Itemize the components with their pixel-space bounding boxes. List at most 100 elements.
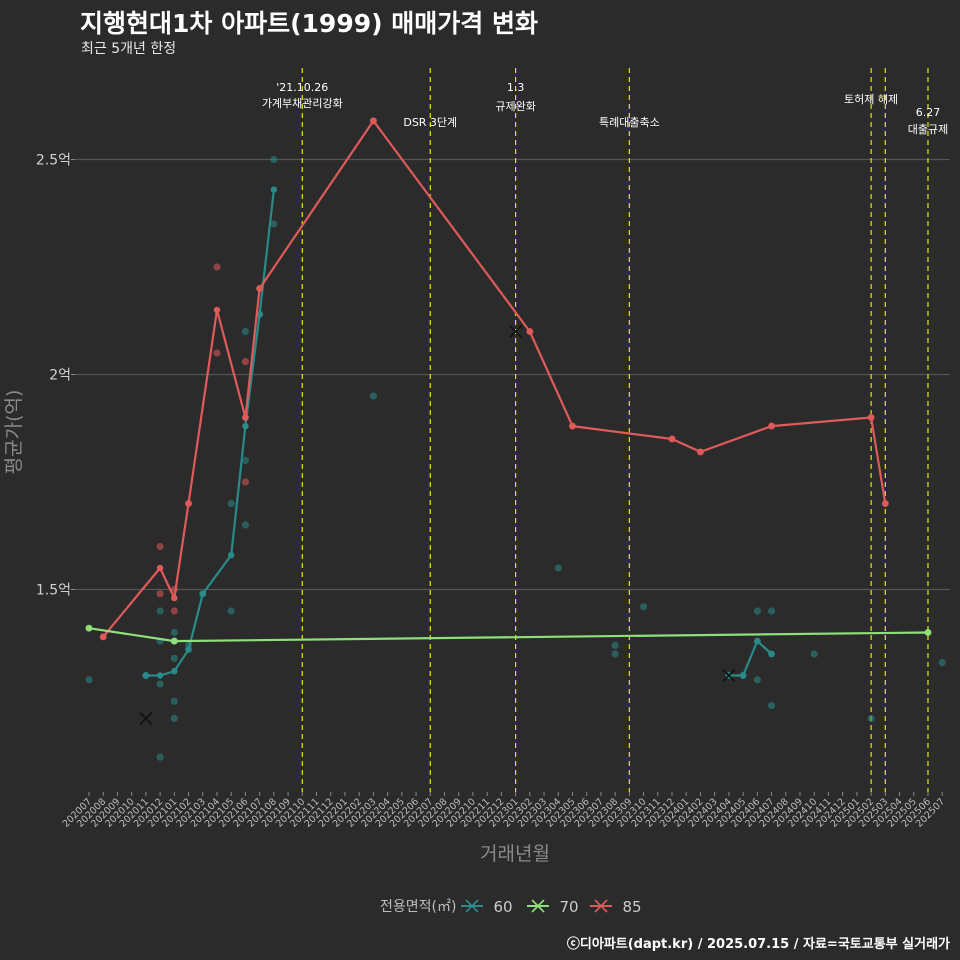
series-layer <box>85 117 946 761</box>
data-point-60 <box>241 456 250 465</box>
y-tick-label: 2억 <box>49 368 71 384</box>
cancelled-mark-60 <box>722 668 736 683</box>
data-point-60 <box>227 499 235 508</box>
data-point-60 <box>227 607 235 615</box>
legend-icon-60 <box>465 899 479 913</box>
data-point-60 <box>270 220 278 228</box>
legend-title: 전용면적(㎡) <box>380 899 456 915</box>
data-point-60 <box>867 714 875 723</box>
data-point-85 <box>241 358 250 366</box>
line-marker-85 <box>256 285 263 292</box>
data-point-60 <box>369 392 377 400</box>
line-marker-85 <box>171 594 178 602</box>
line-marker-85 <box>569 422 576 430</box>
line-marker-85 <box>882 500 889 507</box>
event-label: 대출규제 <box>908 123 948 136</box>
event-label: 6.27 <box>916 106 941 119</box>
event-label: '21.10.26 <box>276 81 328 94</box>
data-point-60 <box>938 659 946 667</box>
line-marker-85 <box>526 328 534 335</box>
data-point-60 <box>611 641 619 650</box>
y-axis-title: 평균가(억) <box>3 390 25 475</box>
legend-label-70: 70 <box>559 898 578 916</box>
line-marker-60 <box>171 668 178 675</box>
data-point-60 <box>767 607 776 615</box>
y-tick-label: 1.5억 <box>36 583 71 599</box>
series-line-70 <box>88 627 929 643</box>
cancelled-mark-85 <box>509 324 523 339</box>
line-marker-60 <box>768 650 775 658</box>
data-point-85 <box>213 349 221 357</box>
line-marker-60 <box>242 422 249 430</box>
data-point-60 <box>170 714 178 723</box>
data-point-60 <box>156 753 164 761</box>
data-point-60 <box>241 521 250 529</box>
series-line-60 <box>728 640 773 677</box>
line-marker-60 <box>185 646 192 653</box>
data-point-60 <box>767 702 776 710</box>
chart-subtitle: 최근 5개년 한정 <box>81 41 177 57</box>
line-marker-60 <box>156 672 164 679</box>
data-point-60 <box>611 650 619 658</box>
line-marker-60 <box>739 672 747 679</box>
event-label: 토허제 해제 <box>844 92 898 106</box>
line-marker-85 <box>185 500 192 507</box>
event-label: 가계부채관리강화 <box>262 97 343 110</box>
series-line-60 <box>145 189 275 677</box>
source-credit: ⓒ디아파트(dapt.kr) / 2025.07.15 / 자료=국토교통부 실… <box>566 937 950 952</box>
event-label: 1.3 <box>507 81 525 94</box>
data-point-60 <box>170 697 178 705</box>
data-point-85 <box>241 478 250 486</box>
data-point-60 <box>156 607 164 615</box>
line-marker-85 <box>156 564 164 572</box>
line-marker-85 <box>697 448 704 456</box>
legend-icon-70 <box>531 899 545 913</box>
data-point-60 <box>639 603 648 611</box>
line-marker-85 <box>213 306 221 314</box>
line-marker-60 <box>754 637 761 645</box>
grid-lines <box>75 158 950 591</box>
line-marker-85 <box>100 633 107 640</box>
data-point-60 <box>156 680 164 688</box>
line-marker-70 <box>924 629 932 636</box>
line-marker-85 <box>242 414 249 421</box>
data-point-60 <box>810 650 818 658</box>
event-label: 특례대출축소 <box>599 116 660 129</box>
cancelled-mark-60 <box>139 711 153 726</box>
line-marker-70 <box>85 625 93 632</box>
data-point-85 <box>156 542 164 551</box>
legend-label-60: 60 <box>493 898 512 916</box>
line-marker-60 <box>228 551 235 559</box>
line-marker-60 <box>270 186 278 193</box>
line-marker-60 <box>199 590 206 597</box>
line-marker-70 <box>171 637 178 645</box>
data-point-60 <box>170 654 178 662</box>
line-marker-85 <box>370 117 377 125</box>
line-marker-85 <box>768 422 775 430</box>
data-point-60 <box>753 676 761 684</box>
legend-icon-85 <box>594 899 608 913</box>
y-axis-ticks: 1.5억 2억 2.5억 <box>36 153 75 599</box>
data-point-60 <box>170 628 178 637</box>
series-line-85 <box>102 119 887 638</box>
line-marker-60 <box>142 672 150 679</box>
x-axis-title: 거래년월 <box>480 843 550 865</box>
line-marker-85 <box>867 414 875 421</box>
data-point-85 <box>170 607 178 615</box>
y-tick-label: 2.5억 <box>36 153 71 169</box>
data-point-60 <box>554 564 562 572</box>
line-marker-85 <box>668 435 676 443</box>
legend-label-85: 85 <box>622 898 641 916</box>
chart-title: 지행현대1차 아파트(1999) 매매가격 변화 <box>80 9 538 38</box>
event-label: DSR 3단계 <box>403 116 457 129</box>
data-point-60 <box>270 155 278 164</box>
legend: 전용면적(㎡) 60 70 85 <box>380 898 642 916</box>
x-axis-ticks: 2020072020082020092020102020112020122021… <box>61 792 947 830</box>
data-point-85 <box>213 263 221 271</box>
data-point-60 <box>241 327 250 336</box>
event-label: 규제완화 <box>495 100 535 113</box>
data-point-85 <box>156 590 164 598</box>
data-point-60 <box>753 607 761 615</box>
